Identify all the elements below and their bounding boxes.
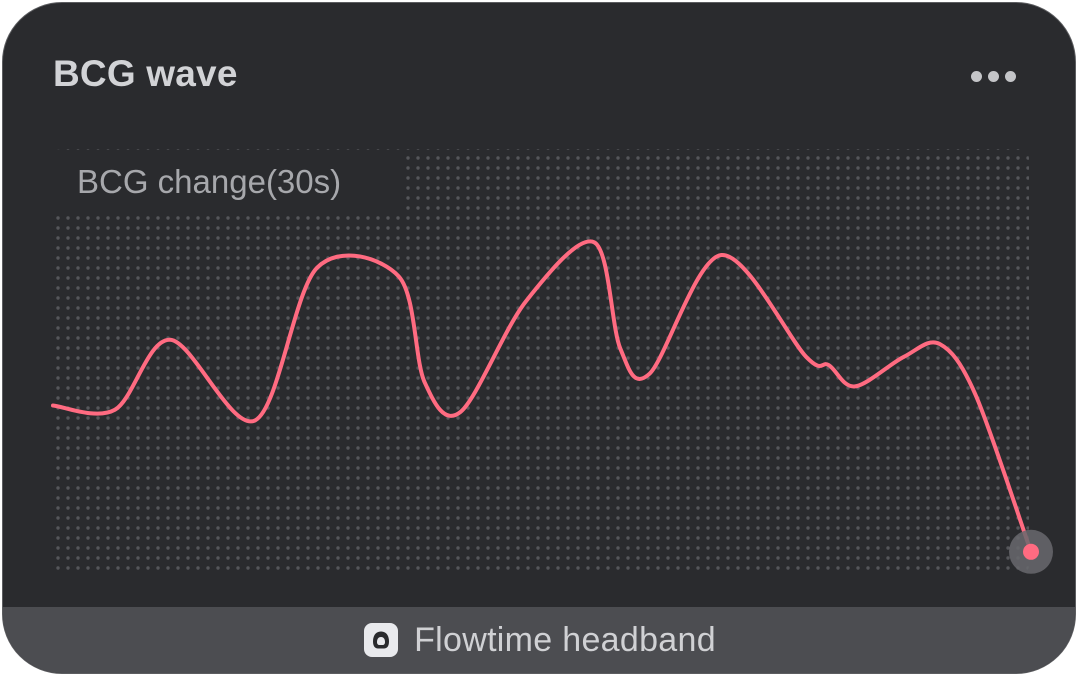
bcg-wave-line (51, 239, 1033, 554)
more-dot (970, 70, 982, 82)
more-dot (987, 70, 999, 82)
chart-label: BCG change(30s) (77, 163, 342, 200)
chart-plot-area (51, 149, 1029, 575)
device-name: Flowtime headband (414, 620, 716, 659)
more-options-button[interactable] (961, 61, 1025, 91)
chart-label-background (53, 153, 403, 213)
bcg-line-chart (51, 149, 1053, 575)
wave-end-point (1023, 543, 1039, 560)
more-dot (1004, 70, 1016, 82)
device-footer[interactable]: Flowtime headband (3, 607, 1075, 673)
headband-icon (364, 623, 399, 657)
card-title: BCG wave (53, 53, 238, 94)
